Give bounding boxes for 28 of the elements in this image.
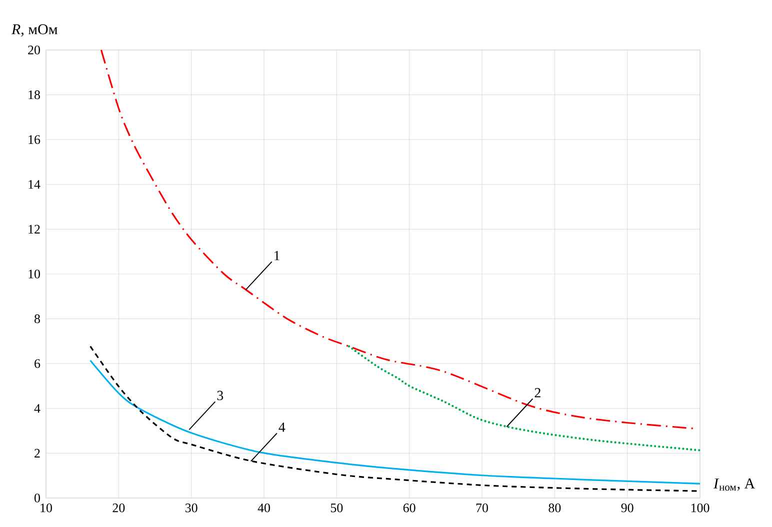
y-tick-label: 20	[28, 46, 40, 54]
x-tick-label: 40	[258, 504, 270, 512]
x-tick-label: 30	[185, 504, 198, 512]
y-tick-label: 8	[34, 314, 40, 324]
annotation: 3	[217, 390, 224, 400]
y-axis-title: R, мОм	[11, 24, 58, 36]
x-tick-label: 100	[691, 504, 710, 512]
line-series	[348, 345, 702, 452]
y-tick-label: 6	[34, 359, 40, 368]
y-tick-label: 16	[28, 135, 40, 144]
y-tick-label: 2	[34, 448, 40, 458]
x-tick-label: 80	[548, 504, 561, 512]
y-tick-label: 12	[28, 224, 40, 234]
y-tick-label: 14	[28, 180, 40, 189]
y-tick-label: 0	[34, 494, 40, 502]
x-tick-label: 10	[40, 504, 52, 512]
x-axis-title: I$_{ном}$, А	[713, 478, 755, 491]
x-tick-label: 70	[476, 504, 488, 512]
x-tick-label: 90	[621, 504, 634, 512]
y-tick-label: 18	[28, 90, 40, 100]
y-tick-label: 10	[28, 270, 40, 278]
annotation: 2	[534, 388, 540, 398]
annotation: 4	[278, 422, 286, 432]
x-tick-label: 50	[330, 504, 343, 512]
annotation: 1	[274, 250, 280, 260]
y-tick-label: 4	[34, 404, 40, 413]
x-tick-label: 20	[112, 504, 125, 512]
x-tick-label: 60	[403, 504, 416, 512]
